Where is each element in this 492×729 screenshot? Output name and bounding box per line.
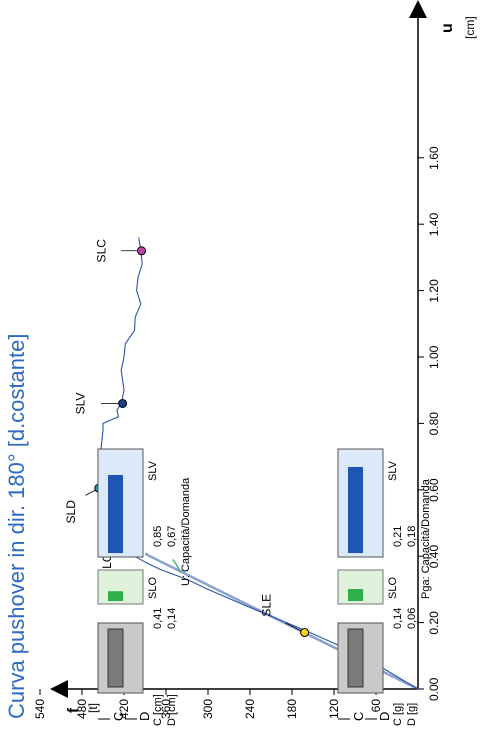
x-tick-label: 1.20 bbox=[427, 279, 441, 303]
x-tick-label: 1.60 bbox=[427, 146, 441, 170]
row-d-slv: 0,18 bbox=[406, 526, 418, 547]
row-c-slo: 0,41 bbox=[152, 608, 164, 629]
row-d-slv: 0,67 bbox=[166, 526, 178, 547]
row-c-label: C [cm] bbox=[152, 694, 164, 726]
y-tick-label: 540 bbox=[33, 699, 47, 719]
legend-d-label: D bbox=[137, 712, 152, 721]
point-label-slv: SLV bbox=[74, 393, 88, 415]
point-slv bbox=[118, 398, 128, 408]
row-d-slo: 0,14 bbox=[166, 608, 178, 629]
tangent-line bbox=[172, 559, 182, 574]
pushover-curve bbox=[98, 237, 419, 690]
y-tick-label: 420 bbox=[117, 699, 131, 719]
panel-pga: C D C [g] D [g] 0,14 0,06 SLO 0,21 0,18 … bbox=[337, 448, 432, 726]
state-slv: SLV bbox=[387, 460, 399, 481]
point-label-sld: SLD bbox=[64, 500, 78, 524]
legend-d-bar bbox=[347, 628, 364, 688]
x-axis-unit: [cm] bbox=[463, 16, 477, 39]
point-label-slc: SLC bbox=[95, 239, 109, 263]
state-slo: SLO bbox=[387, 577, 399, 599]
panel-u-caption: U: Capacità/Domanda bbox=[180, 477, 192, 586]
x-axis-arrow bbox=[409, 0, 427, 18]
slv-demand-bar bbox=[108, 475, 123, 553]
row-c-slv: 0,85 bbox=[152, 526, 164, 547]
y-tick-label: 300 bbox=[201, 699, 215, 719]
y-tick-label: 480 bbox=[75, 699, 89, 719]
row-d-label: D [cm] bbox=[166, 694, 178, 726]
point-slc bbox=[137, 246, 146, 256]
x-tick-label: 0.00 bbox=[427, 677, 441, 701]
y-tick-label: 120 bbox=[327, 699, 341, 719]
x-tick-label: 0.40 bbox=[427, 545, 441, 569]
y-tick-label: 60 bbox=[369, 699, 383, 713]
chart-title: Curva pushover in dir. 180° [d.costante] bbox=[4, 334, 29, 719]
x-tick-label: 0.20 bbox=[427, 611, 441, 635]
y-axis-arrow bbox=[50, 680, 68, 698]
state-slo: SLO bbox=[147, 577, 159, 599]
legend-c-label: C bbox=[351, 712, 366, 721]
x-tick-label: 0.80 bbox=[427, 412, 441, 436]
panel-u: C D C [cm] D [cm] 0,41 0,14 SLO 0,85 0,6… bbox=[97, 448, 192, 726]
x-axis-label: u bbox=[439, 23, 456, 33]
bilinear-line bbox=[145, 552, 419, 691]
legend-d-label: D bbox=[377, 712, 392, 721]
row-d-slo: 0,06 bbox=[406, 608, 418, 629]
point-sle bbox=[300, 628, 310, 638]
state-slv: SLV bbox=[147, 460, 159, 481]
legend-c-label: C bbox=[111, 712, 126, 721]
y-axis-unit: [t] bbox=[86, 703, 100, 713]
slo-demand-bar bbox=[348, 589, 363, 601]
y-tick-label: 240 bbox=[243, 699, 257, 719]
row-c-slv: 0,21 bbox=[392, 526, 404, 547]
x-tick-label: 1.40 bbox=[427, 213, 441, 237]
y-axis-label: f bbox=[65, 707, 82, 713]
y-tick-label: 180 bbox=[285, 699, 299, 719]
row-d-label: D [g] bbox=[406, 703, 418, 726]
y-tick-label: 360 bbox=[159, 699, 173, 719]
row-c-label: C [g] bbox=[392, 703, 404, 726]
legend-d-bar bbox=[107, 628, 124, 688]
slo-demand-bar bbox=[108, 591, 123, 601]
point-label-sle: SLE bbox=[260, 594, 274, 617]
slv-demand-bar bbox=[348, 467, 363, 553]
x-tick-label: 0.60 bbox=[427, 478, 441, 502]
x-tick-label: 1.00 bbox=[427, 345, 441, 369]
panel-pga-caption: Pga: Capacità/Domanda bbox=[420, 478, 432, 599]
row-c-slo: 0,14 bbox=[392, 608, 404, 629]
